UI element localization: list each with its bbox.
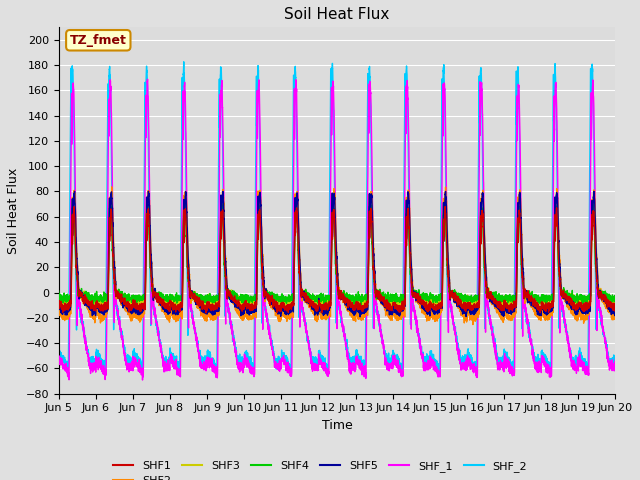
Title: Soil Heat Flux: Soil Heat Flux — [284, 7, 390, 22]
Text: TZ_fmet: TZ_fmet — [70, 34, 127, 47]
Y-axis label: Soil Heat Flux: Soil Heat Flux — [7, 168, 20, 253]
Legend: SHF1, SHF2, SHF3, SHF4, SHF5, SHF_1, SHF_2: SHF1, SHF2, SHF3, SHF4, SHF5, SHF_1, SHF… — [109, 456, 531, 480]
X-axis label: Time: Time — [322, 419, 353, 432]
